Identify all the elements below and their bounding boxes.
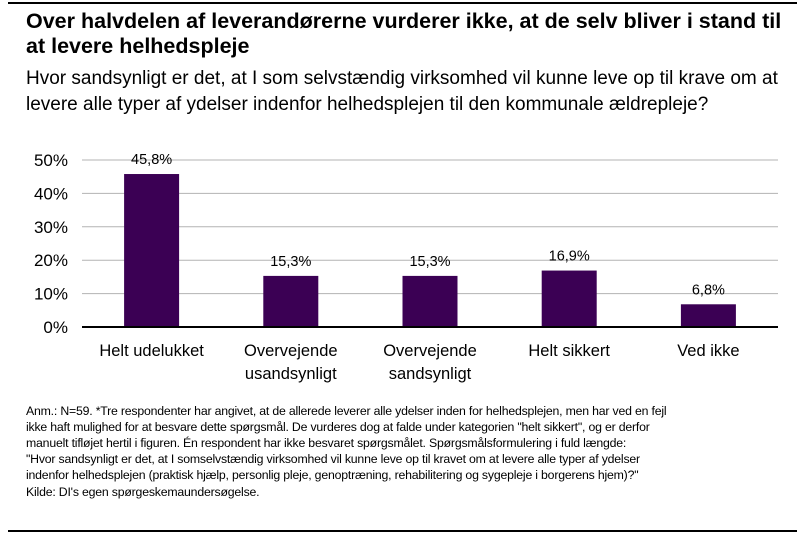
note-line: ikke haft mulighed for at besvare dette … bbox=[26, 420, 650, 434]
chart-subtitle: Hvor sandsynligt er det, at I som selvst… bbox=[26, 68, 778, 115]
x-tick-label: Helt sikkert bbox=[528, 342, 610, 360]
x-tick-label: Overvejende bbox=[244, 342, 338, 360]
y-tick-label: 30% bbox=[34, 218, 68, 237]
y-tick-label: 0% bbox=[43, 318, 68, 337]
note-line: manuelt tifløjet hertil i figuren. Én re… bbox=[26, 436, 627, 450]
bar bbox=[263, 275, 319, 327]
x-tick-label: Ved ikke bbox=[677, 342, 739, 360]
y-tick-label: 50% bbox=[34, 151, 68, 170]
note-line: "Hvor sandsynligt er det, at I somselvst… bbox=[26, 452, 640, 466]
y-tick-label: 10% bbox=[34, 285, 68, 304]
x-tick-label: Helt udelukket bbox=[99, 342, 204, 360]
source-line: Kilde: DI's egen spørgeskemaundersøgelse… bbox=[26, 485, 260, 499]
data-label: 15,3% bbox=[409, 254, 450, 270]
data-label: 45,8% bbox=[131, 152, 172, 168]
data-label: 6,8% bbox=[692, 282, 725, 298]
bottom-rule bbox=[8, 530, 797, 532]
bar bbox=[541, 270, 597, 327]
y-tick-label: 20% bbox=[34, 251, 68, 270]
data-label: 15,3% bbox=[270, 254, 311, 270]
data-label: 16,9% bbox=[549, 249, 590, 265]
x-tick-label: Overvejende bbox=[383, 342, 477, 360]
y-tick-label: 40% bbox=[34, 184, 68, 203]
bar-chart: 0% 10% 20% 30% 40% 50% 45,8% Helt udelukket 15,3… bbox=[34, 151, 778, 383]
top-rule bbox=[8, 2, 797, 4]
chart-title: Over halvdelen af leverandørerne vurdere… bbox=[26, 9, 782, 58]
x-tick-label: sandsynligt bbox=[389, 365, 472, 383]
chart-note: Anm.: N=59. *Tre respondenter har angive… bbox=[26, 403, 796, 500]
note-line: Anm.: N=59. *Tre respondenter har angive… bbox=[26, 404, 667, 418]
note-line: indenfor helhedsplejen (praktisk hjælp, … bbox=[26, 468, 639, 482]
bar bbox=[124, 174, 180, 327]
x-tick-label: usandsynligt bbox=[245, 365, 337, 383]
bar bbox=[680, 304, 736, 327]
bar bbox=[402, 275, 458, 327]
